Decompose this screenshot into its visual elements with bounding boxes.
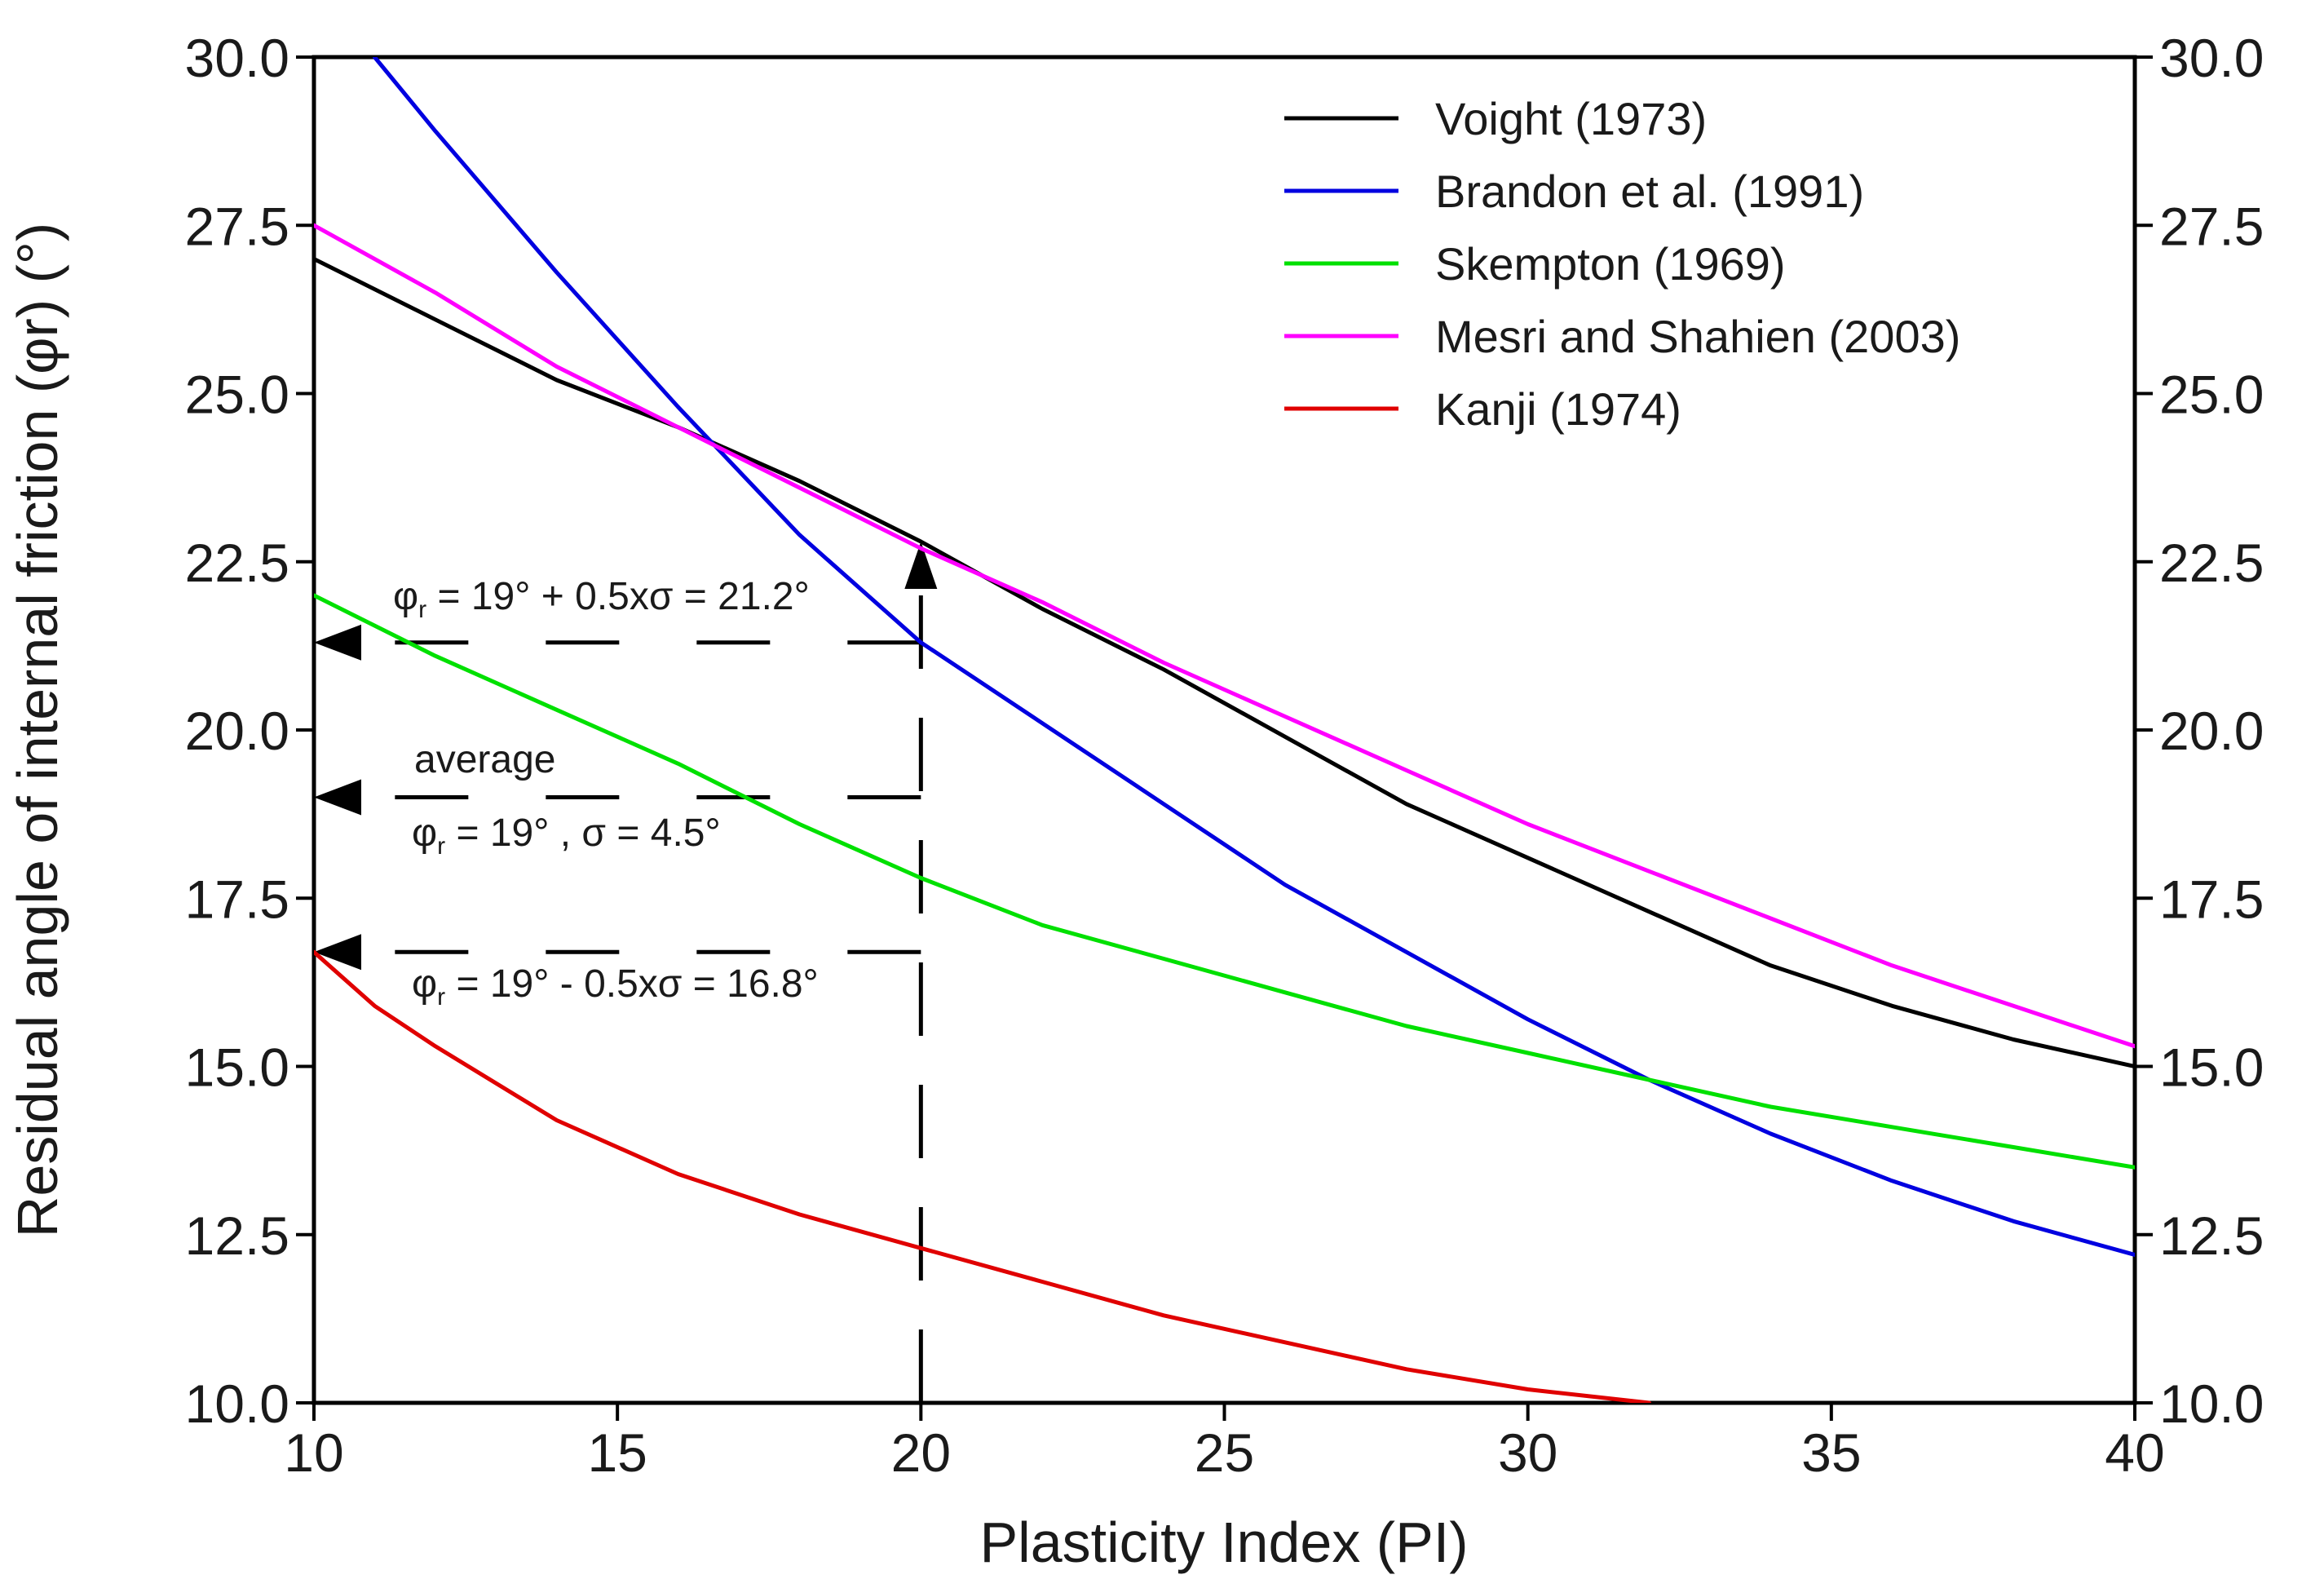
lower-phi: φ	[412, 962, 437, 1006]
reference-lines	[314, 542, 938, 1403]
x-axis-title: Plasticity Index (PI)	[979, 1511, 1468, 1574]
phi_r_plus-arrowhead	[314, 624, 361, 661]
legend-label: Kanji (1974)	[1435, 383, 1681, 435]
x-tick-label: 20	[891, 1422, 951, 1483]
series-line-kanji-1974	[314, 949, 1651, 1403]
legend-label: Voight (1973)	[1435, 93, 1707, 144]
y-tick-label-right: 30.0	[2159, 28, 2264, 88]
y-tick-label-right: 25.0	[2159, 365, 2264, 425]
average-annotation: φr = 19° , σ = 4.5°	[412, 812, 721, 860]
y-tick-label-right: 17.5	[2159, 869, 2264, 929]
y-axis-title: Residual angle of internal friction (φr)…	[6, 223, 69, 1237]
upper-phi: φ	[393, 575, 418, 618]
y-tick-label-left: 30.0	[185, 28, 289, 88]
y-tick-label-right: 15.0	[2159, 1037, 2264, 1098]
x-tick-label: 15	[587, 1422, 647, 1483]
y-tick-label-left: 12.5	[185, 1205, 289, 1266]
x-tick-label: 35	[1801, 1422, 1861, 1483]
legend-label: Skempton (1969)	[1435, 238, 1786, 290]
y-tick-label-left: 15.0	[185, 1037, 289, 1098]
y-tick-label-left: 10.0	[185, 1373, 289, 1434]
avg-sub: r	[437, 833, 445, 860]
y-tick-label-left: 22.5	[185, 533, 289, 593]
series-layer	[314, 57, 2135, 1403]
avg-phi: φ	[412, 812, 437, 855]
y-tick-label-left: 25.0	[185, 365, 289, 425]
x-tick-label: 10	[284, 1422, 343, 1483]
x-tick-label: 40	[2105, 1422, 2164, 1483]
phi_r_average-arrowhead	[314, 779, 361, 816]
series-line-skempton-1969	[314, 593, 2135, 1170]
lower-sub: r	[437, 984, 445, 1011]
phi_r_minus-arrowhead	[314, 934, 361, 971]
pi_20_vertical-arrowhead	[904, 542, 938, 589]
y-tick-label-right: 27.5	[2159, 196, 2264, 256]
legend-label: Mesri and Shahien (2003)	[1435, 311, 1960, 362]
y-tick-label-left: 17.5	[185, 869, 289, 929]
y-tick-label-left: 20.0	[185, 701, 289, 761]
y-tick-label-right: 22.5	[2159, 533, 2264, 593]
series-line-voight-1973	[314, 257, 2135, 1068]
lower-rest: = 19° - 0.5xσ = 16.8°	[445, 962, 819, 1006]
lower-bound-annotation: φr = 19° - 0.5xσ = 16.8°	[412, 962, 819, 1011]
x-tick-label: 30	[1498, 1422, 1557, 1483]
legend-label: Brandon et al. (1991)	[1435, 166, 1864, 217]
legend: Voight (1973) Brandon et al. (1991) Skempt…	[1284, 93, 1960, 435]
upper-rest: = 19° + 0.5xσ = 21.2°	[426, 575, 810, 618]
avg-rest: = 19° , σ = 4.5°	[445, 812, 721, 855]
y-tick-label-right: 10.0	[2159, 1373, 2264, 1434]
y-tick-label-left: 27.5	[185, 196, 289, 256]
plot-frame	[311, 55, 2137, 1405]
series-line-mesri-and-shahien-2003	[314, 223, 2135, 1049]
x-tick-label: 25	[1195, 1422, 1254, 1483]
series-line-brandon-et-al-1991	[372, 57, 2135, 1257]
upper-bound-annotation: φr = 19° + 0.5xσ = 21.2°	[393, 575, 810, 623]
average-label: average	[414, 738, 555, 781]
upper-sub: r	[418, 596, 426, 623]
y-tick-label-right: 12.5	[2159, 1205, 2264, 1266]
y-tick-label-right: 20.0	[2159, 701, 2264, 761]
